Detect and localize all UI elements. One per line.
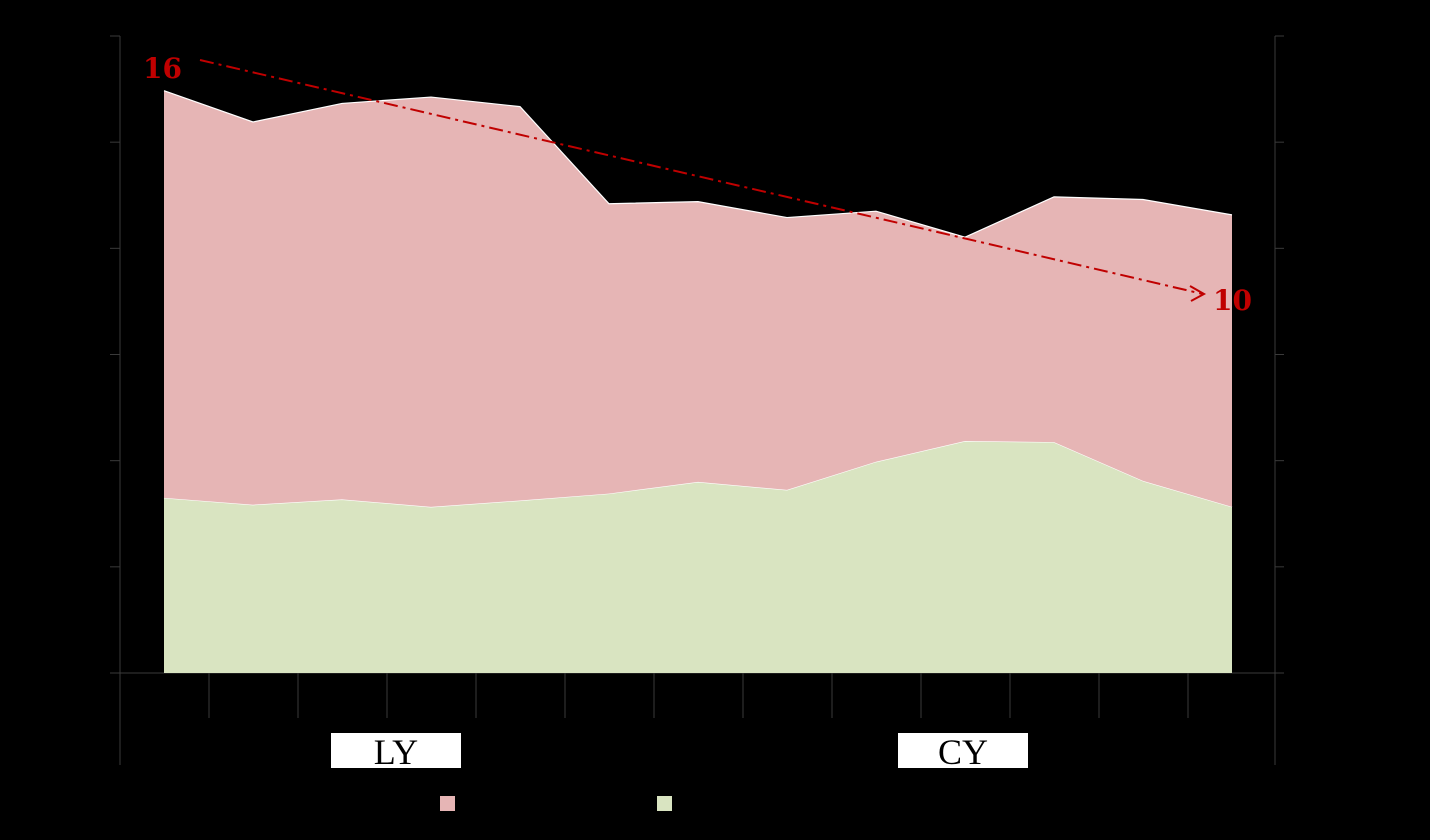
period-box-ly — [331, 733, 461, 768]
legend — [440, 796, 672, 811]
period-label-cy: CY — [938, 732, 988, 772]
trend-end-label: 10 — [1213, 284, 1252, 317]
trend-line — [199, 59, 1204, 295]
trend-arrowhead — [1189, 285, 1207, 302]
legend-swatch-series-2 — [440, 796, 455, 811]
series-2-area — [164, 90, 1232, 507]
period-box-cy — [898, 733, 1028, 768]
period-label-ly: LY — [374, 732, 418, 772]
legend-swatch-series-1 — [657, 796, 672, 811]
period-labels: LY CY — [331, 732, 1028, 772]
trend-annotation: 16 10 — [143, 52, 1252, 317]
trend-start-label: 16 — [143, 52, 182, 85]
chart-areas — [163, 90, 1233, 673]
series-1-area — [164, 441, 1232, 673]
series-2-top-line — [163, 90, 1233, 238]
